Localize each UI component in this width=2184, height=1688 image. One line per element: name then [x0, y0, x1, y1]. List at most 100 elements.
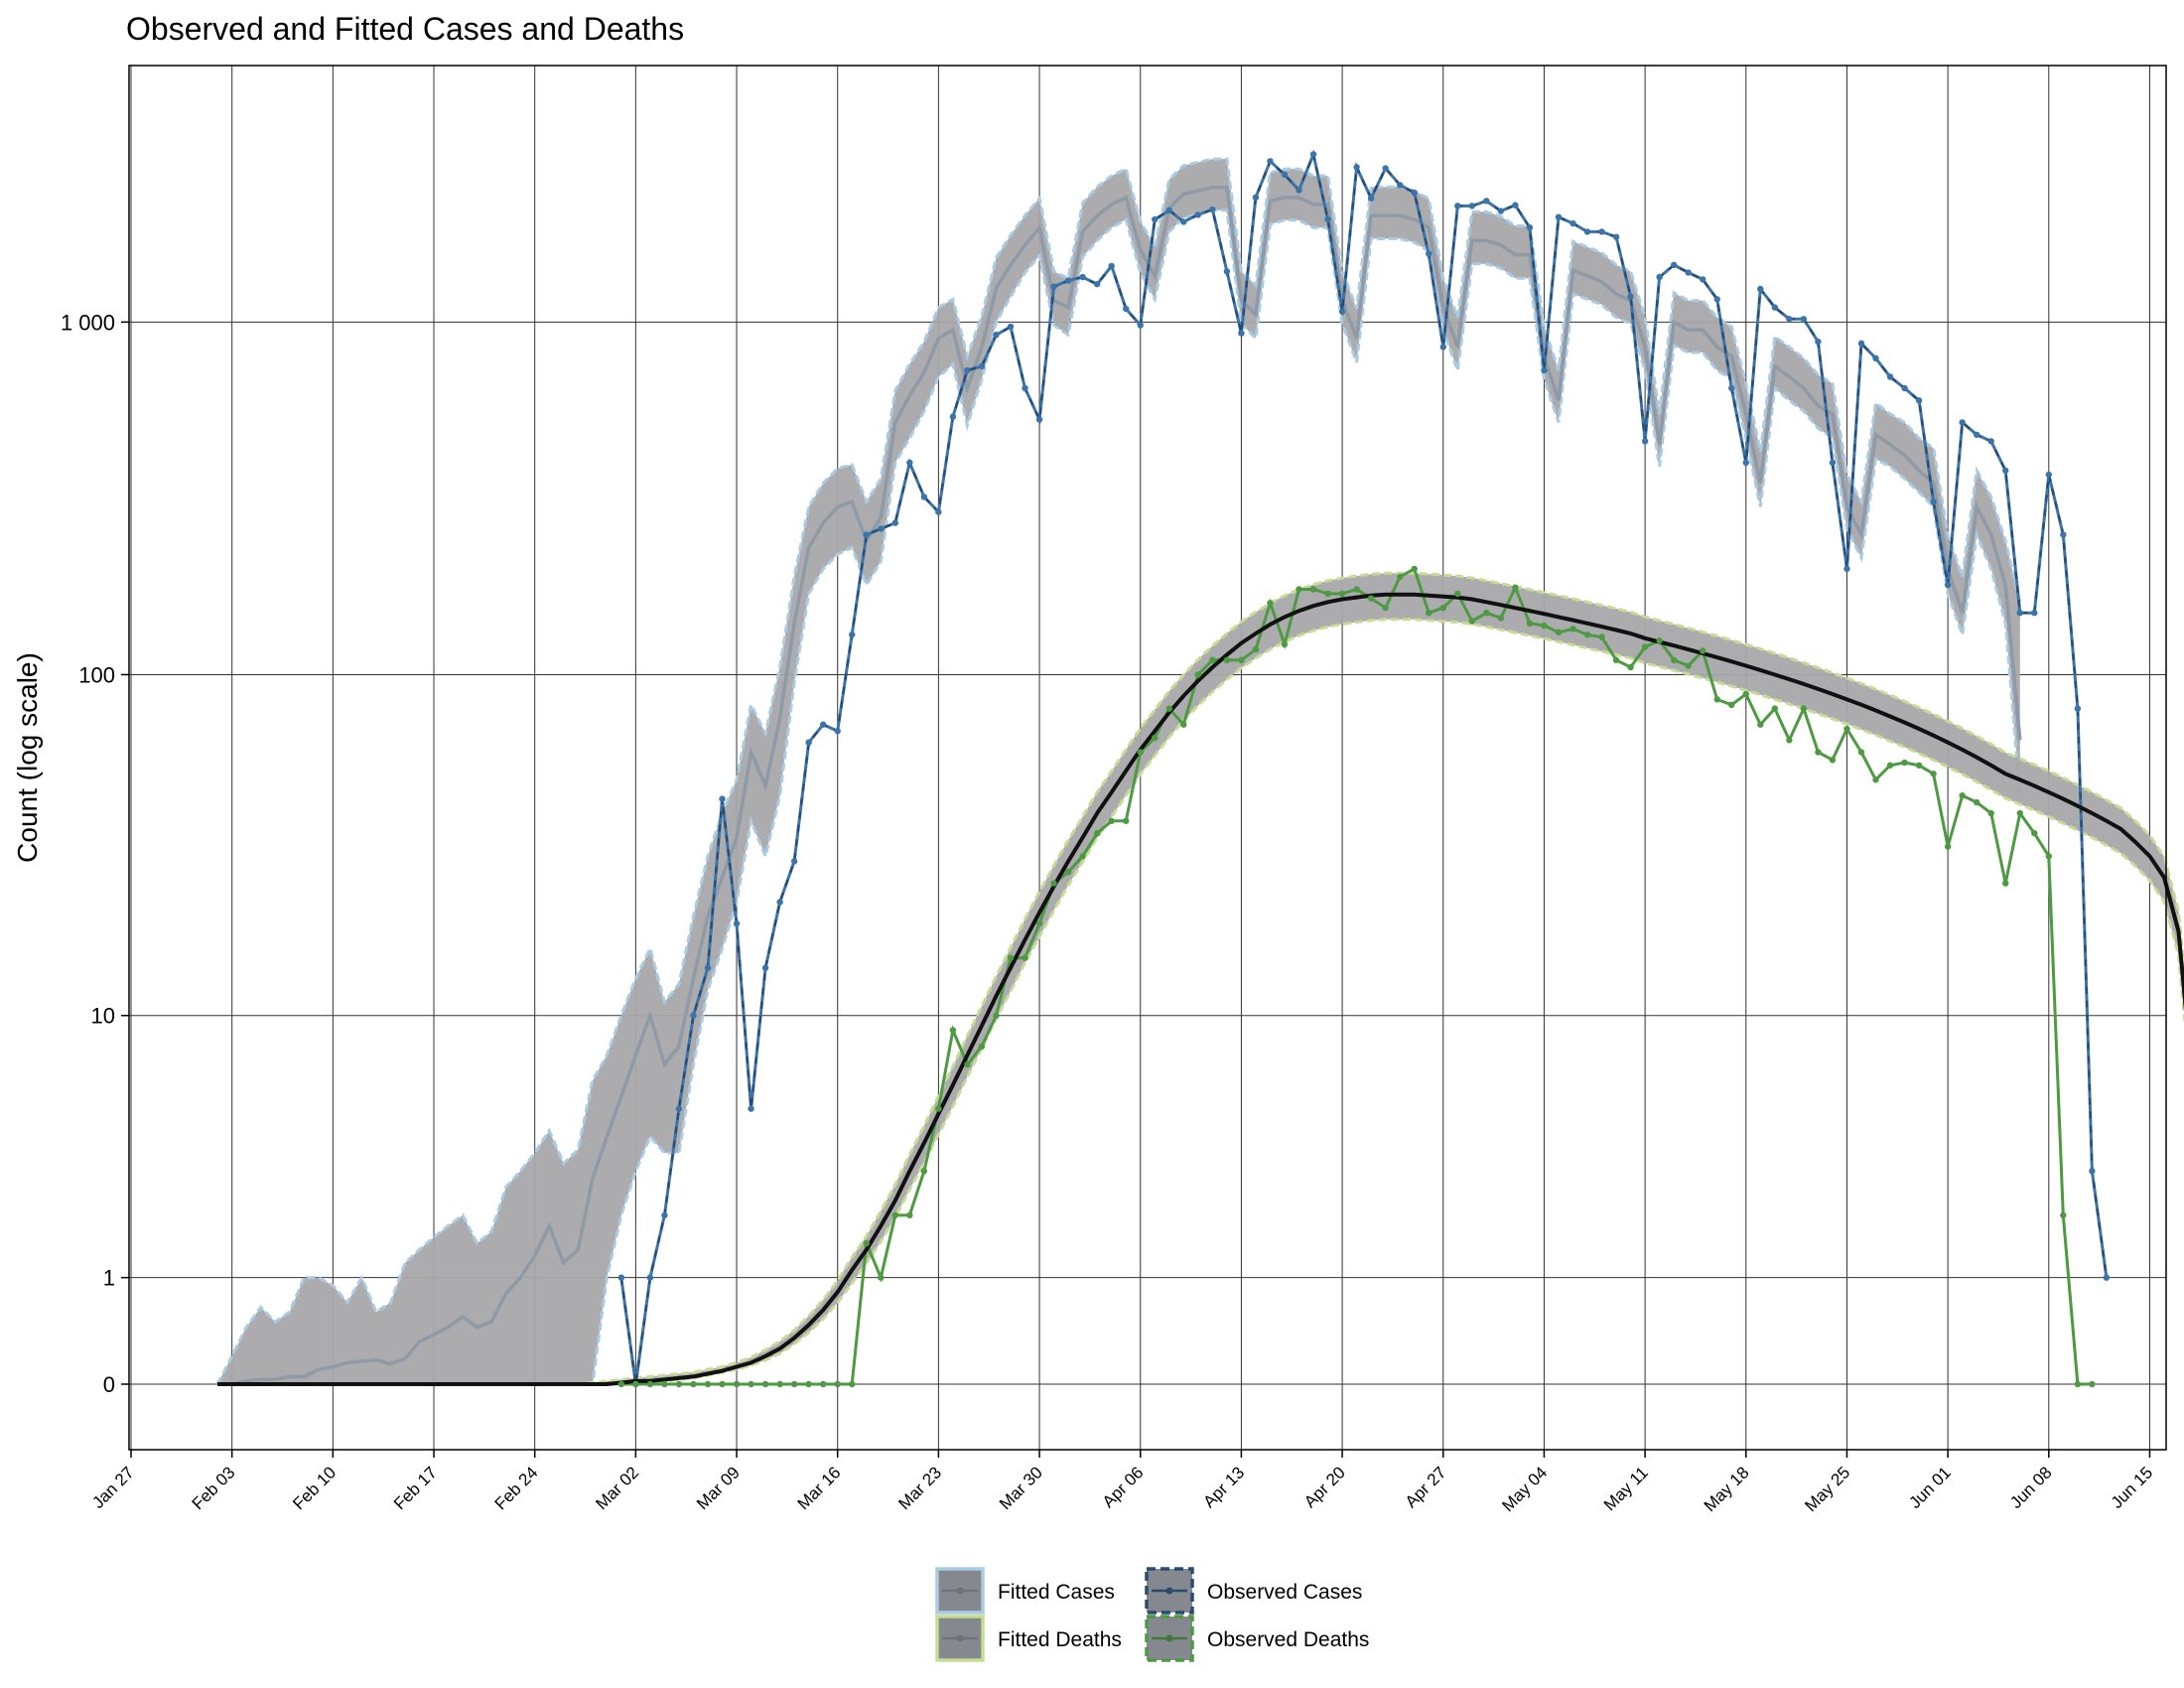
observed-cases-point: [1137, 322, 1144, 329]
observed-cases-point: [1612, 233, 1620, 240]
observed-deaths-point: [1079, 853, 1086, 860]
observed-cases-point: [1829, 459, 1837, 467]
observed-deaths-point: [1973, 798, 1980, 806]
observed-cases-point: [1713, 296, 1720, 303]
observed-cases-point: [2103, 1274, 2111, 1281]
observed-cases-point: [1959, 419, 1966, 426]
observed-cases-point: [1598, 228, 1605, 235]
observed-cases-point: [1483, 198, 1490, 205]
legend: Fitted Cases Observed Cases Fitted Deaths O…: [935, 1567, 1369, 1662]
observed-cases-point: [1165, 207, 1172, 213]
observed-deaths-point: [1209, 656, 1216, 664]
observed-deaths-point: [1930, 771, 1937, 777]
observed-deaths-point: [1483, 609, 1490, 617]
observed-cases-point: [1123, 305, 1130, 313]
observed-cases-point: [2016, 609, 2023, 617]
observed-deaths-point: [1497, 615, 1505, 622]
observed-deaths-point: [1338, 590, 1346, 598]
observed-cases-point: [1570, 219, 1576, 227]
observed-deaths-point: [675, 1380, 683, 1388]
observed-deaths-point: [1324, 590, 1331, 598]
observed-cases-point: [935, 508, 942, 515]
observed-deaths-point: [2089, 1380, 2096, 1388]
observed-deaths-point: [690, 1380, 697, 1388]
observed-cases-point: [1728, 384, 1735, 392]
y-axis-ticks: 0 1 10 100 1 000: [61, 310, 129, 1397]
y-tick-label: 1: [103, 1266, 115, 1291]
observed-deaths-point: [1800, 705, 1808, 712]
observed-deaths-point: [1857, 749, 1865, 756]
observed-deaths-point: [1670, 656, 1678, 664]
observed-cases-point: [776, 899, 783, 906]
observed-deaths-point: [1944, 843, 1952, 850]
observed-deaths-point: [761, 1380, 769, 1388]
observed-cases-point: [1338, 308, 1346, 316]
observed-deaths-point: [1598, 633, 1605, 640]
observed-deaths-point: [1685, 662, 1692, 669]
observed-cases-point: [1987, 438, 1994, 445]
x-tick-label: May 04: [1498, 1463, 1551, 1515]
observed-deaths-point: [704, 1380, 712, 1388]
observed-deaths-point: [1627, 663, 1634, 671]
observed-deaths-point: [978, 1043, 986, 1051]
observed-deaths-point: [1757, 721, 1764, 728]
observed-deaths-point: [1123, 817, 1130, 824]
observed-cases-point: [1367, 195, 1375, 202]
observed-cases-point: [1641, 438, 1649, 445]
observed-deaths-point: [1426, 609, 1433, 617]
observed-cases-point: [748, 1105, 754, 1112]
observed-deaths-point: [891, 1211, 899, 1219]
x-tick-label: Jun 08: [2006, 1463, 2056, 1512]
y-tick-label: 10: [91, 1004, 115, 1029]
observed-cases-point: [1382, 165, 1389, 172]
x-tick-label: Apr 27: [1402, 1463, 1450, 1511]
observed-cases-point: [690, 1012, 697, 1019]
observed-cases-point: [1180, 218, 1187, 225]
observed-deaths-point: [935, 1105, 942, 1112]
x-tick-label: May 11: [1600, 1463, 1652, 1514]
observed-cases-point: [2074, 705, 2082, 712]
observed-deaths-point: [1093, 829, 1101, 837]
fitted-deaths-line: [217, 592, 2184, 1386]
observed-cases-point: [1007, 323, 1015, 331]
x-tick-label: Apr 20: [1300, 1463, 1349, 1511]
observed-cases-point: [805, 739, 812, 746]
observed-deaths-point: [1050, 880, 1057, 887]
observed-cases-point: [1771, 304, 1779, 311]
observed-cases-point: [1411, 189, 1418, 197]
observed-deaths-point: [1886, 762, 1894, 769]
observed-cases-point: [1194, 211, 1202, 218]
observed-deaths-point: [906, 1211, 913, 1219]
observed-cases-point: [719, 795, 726, 802]
x-tick-label: Feb 03: [189, 1463, 239, 1513]
observed-deaths-point: [1700, 647, 1706, 654]
observed-deaths-point: [1064, 868, 1072, 876]
observed-cases-point: [1497, 208, 1505, 214]
observed-cases-point: [1426, 250, 1433, 257]
observed_deaths-legend-dot: [1165, 1634, 1173, 1642]
observed-cases-point: [834, 728, 841, 735]
observed_cases-legend-label: Observed Cases: [1207, 1581, 1362, 1604]
observed-deaths-point: [1641, 643, 1649, 650]
y-axis-label: Count (log scale): [12, 652, 43, 863]
observed-cases-point: [819, 721, 827, 728]
observed-cases-point: [1022, 384, 1028, 392]
observed-cases-point: [1786, 316, 1793, 323]
observed-cases-point: [1296, 187, 1302, 194]
observed-cases-point: [1815, 338, 1822, 346]
observed-deaths-point: [1786, 737, 1793, 744]
observed-cases-point: [1685, 269, 1692, 276]
observed-deaths-point: [1541, 622, 1548, 630]
observed-deaths-point: [1742, 690, 1749, 698]
chart-title: Observed and Fitted Cases and Deaths: [126, 11, 684, 47]
observed-cases-point: [1670, 261, 1678, 269]
observed-deaths-point: [964, 1060, 971, 1068]
observed-deaths-point: [1987, 809, 1994, 817]
observed-cases-point: [1252, 194, 1260, 202]
x-tick-label: Apr 06: [1099, 1463, 1148, 1511]
observed-deaths-point: [1915, 762, 1923, 769]
observed-deaths-point: [748, 1380, 754, 1388]
observed-cases-point: [1281, 171, 1289, 179]
y-tick-label: 0: [103, 1372, 115, 1397]
